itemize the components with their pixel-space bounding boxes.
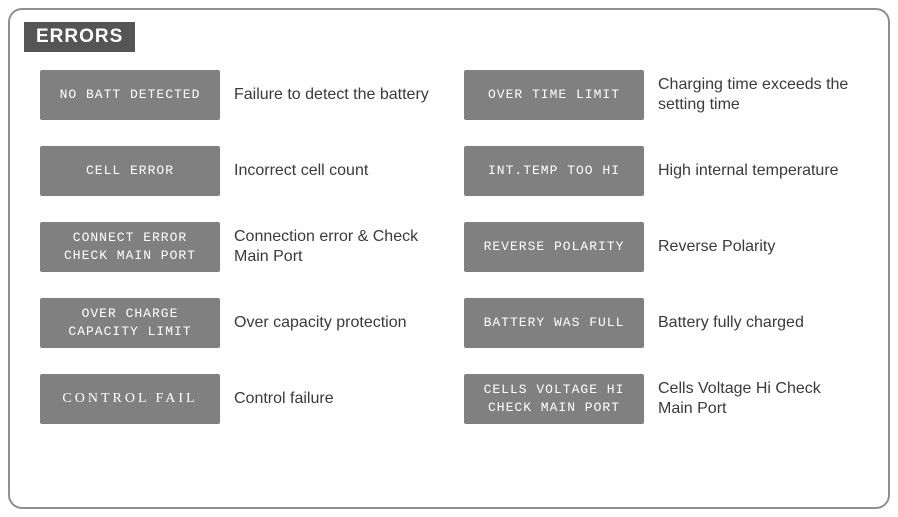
section-title: ERRORS	[24, 22, 135, 52]
error-code-line1: CONNECT ERROR	[73, 229, 187, 247]
error-row: CONTROL FAIL Control failure	[40, 374, 434, 424]
error-row: NO BATT DETECTED Failure to detect the b…	[40, 70, 434, 120]
error-description: Over capacity protection	[234, 313, 407, 333]
error-description: Control failure	[234, 389, 334, 409]
error-code-line2: CHECK MAIN PORT	[488, 399, 620, 417]
error-code-line2: CHECK MAIN PORT	[64, 247, 196, 265]
error-code-box: REVERSE POLARITY	[464, 222, 644, 272]
error-code-line1: OVER CHARGE	[82, 305, 179, 323]
error-code-box: OVER CHARGE CAPACITY LIMIT	[40, 298, 220, 348]
error-description: Reverse Polarity	[658, 237, 775, 257]
error-code-box: BATTERY WAS FULL	[464, 298, 644, 348]
errors-panel: ERRORS NO BATT DETECTED Failure to detec…	[8, 8, 890, 509]
error-row: CELL ERROR Incorrect cell count	[40, 146, 434, 196]
error-code-box: OVER TIME LIMIT	[464, 70, 644, 120]
error-description: High internal temperature	[658, 161, 839, 181]
error-code-box: INT.TEMP TOO HI	[464, 146, 644, 196]
error-code-box: CELLS VOLTAGE HI CHECK MAIN PORT	[464, 374, 644, 424]
error-row: CELLS VOLTAGE HI CHECK MAIN PORT Cells V…	[464, 374, 858, 424]
error-code-line1: REVERSE POLARITY	[484, 238, 625, 256]
error-code-line1: CELL ERROR	[86, 162, 174, 180]
error-description: Incorrect cell count	[234, 161, 368, 181]
error-code-line1: NO BATT DETECTED	[60, 86, 201, 104]
error-code-line1: CONTROL FAIL	[62, 390, 197, 409]
error-row: INT.TEMP TOO HI High internal temperatur…	[464, 146, 858, 196]
error-row: BATTERY WAS FULL Battery fully charged	[464, 298, 858, 348]
error-row: OVER CHARGE CAPACITY LIMIT Over capacity…	[40, 298, 434, 348]
error-description: Cells Voltage Hi Check Main Port	[658, 379, 858, 419]
error-code-box: NO BATT DETECTED	[40, 70, 220, 120]
error-code-box: CONTROL FAIL	[40, 374, 220, 424]
error-code-line1: CELLS VOLTAGE HI	[484, 381, 625, 399]
error-code-line1: BATTERY WAS FULL	[484, 314, 625, 332]
error-code-box: CONNECT ERROR CHECK MAIN PORT	[40, 222, 220, 272]
error-row: CONNECT ERROR CHECK MAIN PORT Connection…	[40, 222, 434, 272]
error-code-line2: CAPACITY LIMIT	[68, 323, 191, 341]
error-description: Charging time exceeds the setting time	[658, 75, 858, 115]
error-row: OVER TIME LIMIT Charging time exceeds th…	[464, 70, 858, 120]
error-row: REVERSE POLARITY Reverse Polarity	[464, 222, 858, 272]
error-code-line1: INT.TEMP TOO HI	[488, 162, 620, 180]
error-description: Failure to detect the battery	[234, 85, 429, 105]
errors-grid: NO BATT DETECTED Failure to detect the b…	[40, 70, 858, 424]
error-code-line1: OVER TIME LIMIT	[488, 86, 620, 104]
error-description: Battery fully charged	[658, 313, 804, 333]
error-code-box: CELL ERROR	[40, 146, 220, 196]
error-description: Connection error & Check Main Port	[234, 227, 434, 267]
